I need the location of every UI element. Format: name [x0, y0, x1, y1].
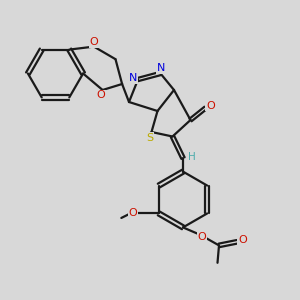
Text: O: O [238, 235, 247, 245]
Text: O: O [129, 208, 137, 218]
Text: N: N [157, 63, 166, 73]
Text: N: N [128, 73, 137, 83]
Text: O: O [206, 100, 215, 111]
Text: O: O [89, 37, 98, 47]
Text: H: H [188, 152, 195, 163]
Text: O: O [197, 232, 206, 242]
Text: O: O [96, 90, 105, 100]
Text: S: S [146, 133, 154, 143]
